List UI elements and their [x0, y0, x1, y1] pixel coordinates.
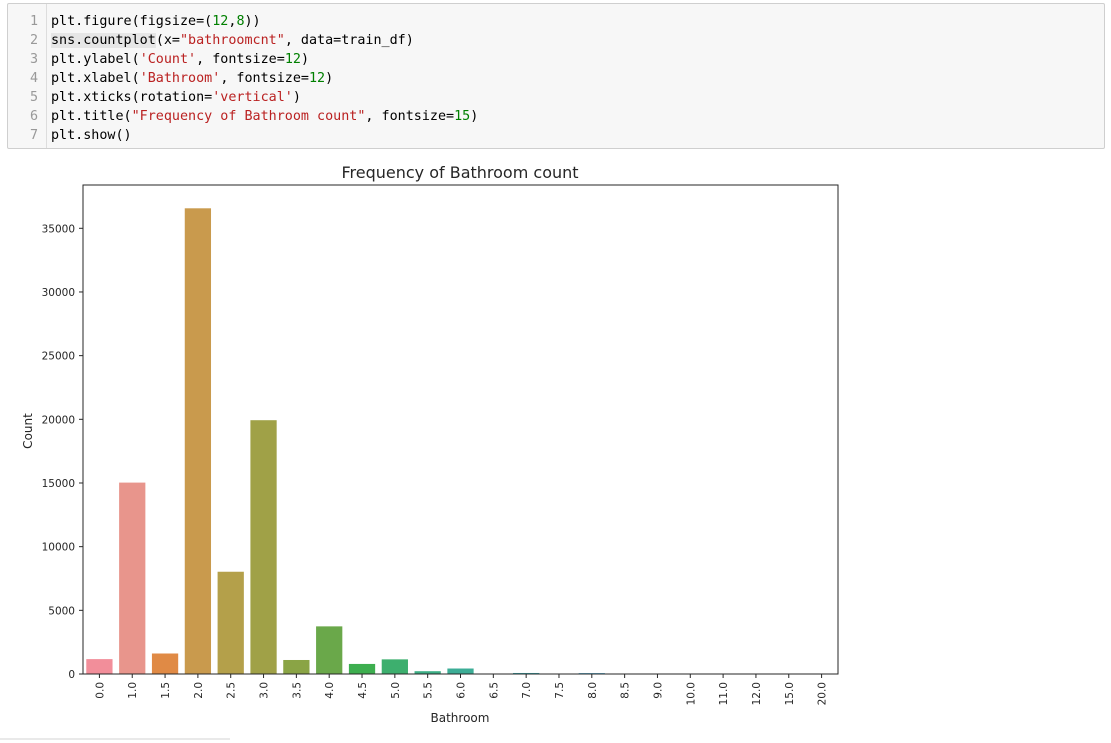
x-tick-label: 5.0 — [390, 682, 402, 699]
code-token: plt.title( — [51, 109, 132, 124]
bar-5.5 — [414, 671, 441, 674]
code-token: plt.figure(figsize=( — [51, 14, 213, 29]
x-tick-label: 20.0 — [817, 682, 829, 705]
bar-4.0 — [316, 626, 343, 674]
x-tick-label: 8.0 — [587, 682, 599, 699]
code-token: plt.ylabel( — [51, 52, 140, 67]
code-text: sns.countplot(x="bathroomcnt", data=trai… — [51, 31, 414, 50]
code-token: , fontsize= — [365, 109, 455, 124]
code-cell[interactable]: 1 plt.figure(figsize=(12,8)) 2 sns.countplo… — [7, 3, 1105, 149]
code-text: plt.title("Frequency of Bathroom count",… — [51, 107, 478, 126]
code-token: , fontsize= — [196, 52, 285, 67]
x-tick-label: 15.0 — [784, 682, 796, 705]
code-token: ) — [470, 109, 479, 124]
code-token: , data=train_df) — [284, 33, 414, 48]
bar-5.0 — [381, 659, 408, 674]
x-tick-label: 6.0 — [456, 682, 468, 699]
bar-4.5 — [348, 663, 376, 674]
x-tick-label: 8.5 — [620, 682, 632, 699]
code-token: 'Bathroom' — [139, 71, 221, 86]
x-tick-label: 10.0 — [685, 682, 697, 705]
bar-0.0 — [86, 659, 113, 674]
x-tick-label: 1.0 — [127, 682, 139, 699]
y-tick-label: 30000 — [42, 287, 75, 299]
code-token: 15 — [454, 109, 471, 124]
line-number: 6 — [29, 109, 38, 124]
code-token: ) — [300, 52, 309, 67]
code-text: plt.figure(figsize=(12,8)) — [51, 12, 261, 31]
x-tick-label: 1.5 — [160, 682, 172, 699]
x-tick-label: 7.5 — [554, 682, 566, 699]
bar-2.5 — [217, 571, 244, 674]
code-token: 12 — [309, 71, 326, 86]
code-token: "Frequency of Bathroom count" — [131, 109, 366, 124]
line-number: 1 — [29, 14, 38, 29]
bar-6.0 — [447, 668, 474, 674]
bar-7.0 — [513, 672, 540, 674]
x-axis-label: Bathroom — [431, 711, 490, 725]
y-tick-label: 0 — [68, 669, 75, 681]
y-tick-label: 15000 — [42, 478, 75, 490]
y-axis-label: Count — [21, 413, 35, 449]
y-tick-label: 5000 — [48, 605, 75, 617]
code-token: 8 — [236, 14, 245, 29]
x-tick-label: 7.0 — [521, 682, 533, 699]
y-tick-label: 35000 — [42, 223, 75, 235]
line-number-gutter — [8, 4, 47, 148]
code-token: ) — [325, 71, 334, 86]
bar-1.5 — [151, 653, 179, 674]
line-number: 2 — [29, 33, 38, 48]
x-tick-label: 6.5 — [488, 682, 500, 699]
code-token: )) — [244, 14, 261, 29]
code-token: plt.xticks(rotation= — [51, 90, 213, 105]
x-tick-label: 3.0 — [259, 682, 271, 699]
code-token: 'vertical' — [212, 90, 293, 105]
code-token: , fontsize= — [220, 71, 309, 86]
code-token: plt.show() — [51, 128, 132, 143]
code-token: , — [228, 14, 237, 29]
x-tick-label: 3.5 — [291, 682, 303, 699]
x-tick-label: 9.0 — [652, 682, 664, 699]
x-tick-label: 0.0 — [94, 682, 106, 699]
code-text: plt.xticks(rotation='vertical') — [51, 88, 301, 107]
code-token: "bathroomcnt" — [180, 33, 285, 48]
line-number: 5 — [29, 90, 38, 105]
line-number: 3 — [29, 52, 38, 67]
code-token: (x= — [155, 33, 180, 48]
x-tick-label: 4.5 — [357, 682, 369, 699]
code-token: sns.countplot — [51, 33, 156, 48]
x-tick-label: 2.5 — [226, 682, 238, 699]
y-tick-label: 25000 — [42, 351, 75, 363]
code-text: plt.show() — [51, 126, 132, 145]
code-token: 'Count' — [139, 52, 197, 67]
bar-3.5 — [283, 659, 310, 674]
chart-title: Frequency of Bathroom count — [341, 163, 578, 182]
x-tick-label: 4.0 — [324, 682, 336, 699]
y-tick-label: 20000 — [42, 414, 75, 426]
plot-frame — [82, 184, 839, 675]
line-number: 4 — [29, 71, 38, 86]
line-number: 7 — [29, 128, 38, 143]
code-text: plt.ylabel('Count', fontsize=12) — [51, 50, 309, 69]
y-tick-label: 10000 — [42, 542, 75, 554]
output-scrollbar[interactable] — [0, 738, 230, 740]
code-token: 12 — [212, 14, 229, 29]
x-tick-label: 12.0 — [751, 682, 763, 705]
bar-2.0 — [184, 208, 212, 675]
code-token: plt.xlabel( — [51, 71, 140, 86]
bar-chart: Frequency of Bathroom count Count Bathro… — [21, 163, 839, 725]
code-token: 12 — [284, 52, 301, 67]
bar-1.0 — [119, 482, 146, 674]
code-token: ) — [292, 90, 301, 105]
bar-3.0 — [250, 420, 277, 674]
x-tick-label: 5.5 — [423, 682, 435, 699]
x-tick-label: 2.0 — [193, 682, 205, 699]
x-tick-label: 11.0 — [718, 682, 730, 705]
code-text: plt.xlabel('Bathroom', fontsize=12) — [51, 69, 333, 88]
